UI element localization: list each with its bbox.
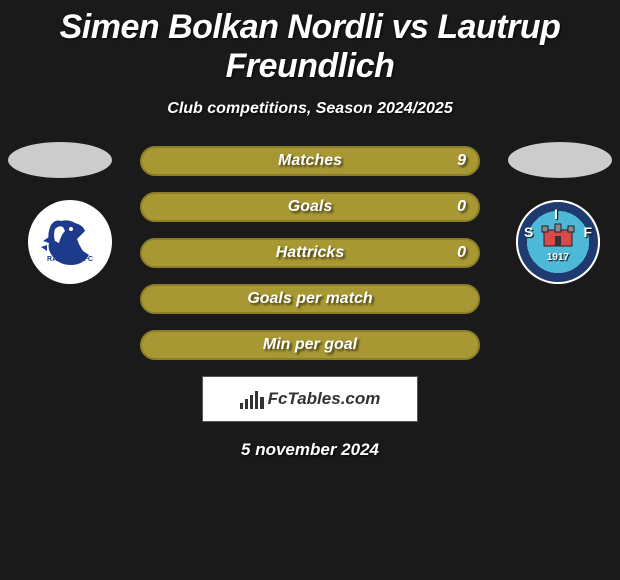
sif-castle-icon <box>540 222 576 248</box>
left-club-logo: RANDERS FC <box>28 200 112 284</box>
fctables-text: FcTables.com <box>268 389 381 409</box>
stat-right-value: 0 <box>457 240 466 266</box>
left-player-oval <box>8 142 112 178</box>
stat-row-goals: Goals 0 <box>140 192 480 222</box>
stat-label: Goals per match <box>142 286 478 312</box>
silkeborg-if-icon: S I F 1917 <box>516 200 600 284</box>
fctables-attribution: FcTables.com <box>202 376 418 422</box>
comparison-date: 5 november 2024 <box>0 440 620 460</box>
stat-label: Min per goal <box>142 332 478 358</box>
sif-year: 1917 <box>547 252 569 263</box>
sif-letter-f: F <box>583 224 592 240</box>
stat-row-hattricks: Hattricks 0 <box>140 238 480 268</box>
stat-label: Hattricks <box>142 240 478 266</box>
stat-rows-container: Matches 9 Goals 0 Hattricks 0 Goals per … <box>140 142 480 360</box>
right-player-oval <box>508 142 612 178</box>
fctables-bars-icon <box>240 389 264 409</box>
svg-text:RANDERS FC: RANDERS FC <box>47 256 93 263</box>
randers-fc-icon: RANDERS FC <box>31 203 109 281</box>
right-club-logo: S I F 1917 <box>516 200 600 284</box>
stat-row-matches: Matches 9 <box>140 146 480 176</box>
stat-row-goals-per-match: Goals per match <box>140 284 480 314</box>
sif-letter-s: S <box>524 224 533 240</box>
stat-label: Goals <box>142 194 478 220</box>
stat-right-value: 9 <box>457 148 466 174</box>
content-area: RANDERS FC S I F 1917 Matches 9 Go <box>0 142 620 460</box>
sif-letter-i: I <box>554 206 558 222</box>
comparison-title: Simen Bolkan Nordli vs Lautrup Freundlic… <box>0 0 620 86</box>
stat-row-min-per-goal: Min per goal <box>140 330 480 360</box>
stat-right-value: 0 <box>457 194 466 220</box>
stat-label: Matches <box>142 148 478 174</box>
comparison-subtitle: Club competitions, Season 2024/2025 <box>0 100 620 118</box>
